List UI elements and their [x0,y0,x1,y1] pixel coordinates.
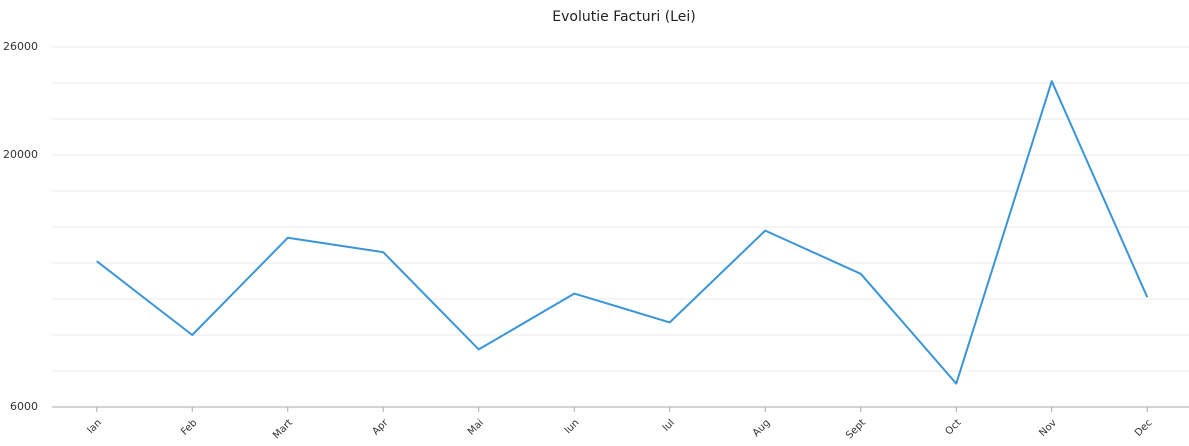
x-tick-label: Aug [751,417,773,439]
x-tick-label: Nov [1037,417,1059,439]
y-tick-label: 20000 [3,148,38,161]
y-tick-label: 26000 [3,40,38,53]
x-tick-label: Iul [661,417,677,433]
x-tick-label: Feb [179,417,199,437]
x-tick-label: Ian [85,417,104,436]
x-tick-label: Mart [271,417,295,441]
y-tick-label: 6000 [10,400,38,413]
x-tick-label: Mai [466,417,486,437]
x-tick-label: Oct [943,417,963,437]
x-tick-label: Sept [844,417,868,441]
chart-title: Evolutie Facturi (Lei) [552,9,695,25]
line-series [96,80,1149,385]
x-tick-label: Iun [563,417,582,436]
x-tick-label: Apr [370,417,391,438]
x-tick-label: Dec [1133,417,1154,438]
